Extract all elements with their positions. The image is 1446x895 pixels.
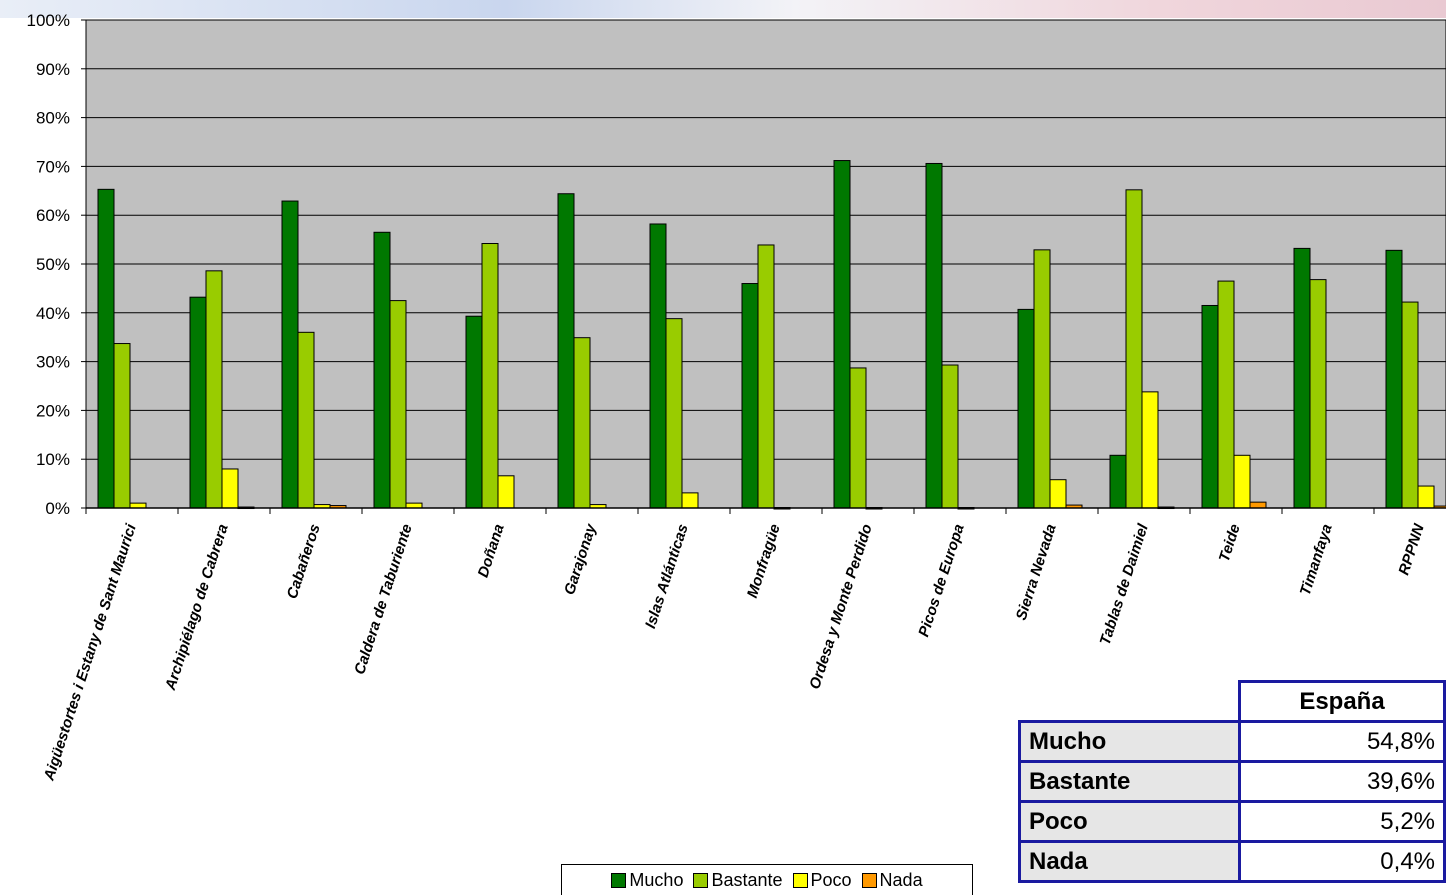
bar-bastante (481, 243, 499, 509)
bar-poco (1417, 485, 1435, 509)
legend-item-nada: Nada (861, 869, 923, 891)
bar-poco (1049, 479, 1067, 509)
category-label: Ordesa y Monte Perdido (806, 522, 875, 691)
bar-mucho (1293, 247, 1311, 509)
bar-mucho (189, 296, 207, 509)
bar-nada (1249, 501, 1267, 509)
bar-bastante (1217, 280, 1235, 509)
row-value: 54,8% (1238, 720, 1446, 763)
table-corner (1019, 681, 1240, 722)
row-label: Poco (1017, 800, 1242, 843)
y-tick-label: 70% (36, 157, 70, 176)
category-label: Monfragüe (744, 522, 784, 600)
bar-bastante (297, 331, 315, 509)
y-tick-label: 10% (36, 450, 70, 469)
legend-item-poco: Poco (792, 869, 852, 891)
row-label: Bastante (1017, 760, 1242, 803)
bar-mucho (1201, 304, 1219, 509)
y-tick-label: 40% (36, 304, 70, 323)
bar-bastante (205, 270, 223, 509)
category-label: Sierra Nevada (1013, 522, 1060, 622)
bar-mucho (741, 283, 759, 509)
y-tick-label: 90% (36, 60, 70, 79)
row-label: Nada (1017, 840, 1242, 883)
y-tick-label: 60% (36, 206, 70, 225)
y-tick-label: 80% (36, 109, 70, 128)
category-label: Cabañeros (284, 522, 324, 601)
bar-poco (1141, 391, 1159, 509)
bar-bastante (389, 300, 407, 509)
bar-bastante (1401, 301, 1419, 509)
legend-swatch-poco (792, 872, 808, 888)
legend-item-bastante: Bastante (693, 869, 783, 891)
bar-bastante (113, 343, 131, 509)
bar-bastante (849, 367, 867, 509)
category-label: RPPNN (1395, 521, 1428, 577)
category-label: Timanfaya (1297, 522, 1336, 598)
category-label: Tablas de Daimiel (1097, 521, 1152, 647)
y-tick-label: 20% (36, 401, 70, 420)
table-row: Mucho 54,8% (1017, 720, 1446, 763)
legend-label: Mucho (629, 869, 684, 890)
legend-swatch-bastante (693, 872, 709, 888)
bar-mucho (373, 231, 391, 509)
table-row: Bastante 39,6% (1017, 760, 1446, 803)
legend-label: Nada (879, 869, 923, 890)
legend-swatch-mucho (611, 872, 627, 888)
category-label: Garajonay (561, 521, 600, 597)
category-label: Archipiélago de Cabrera (162, 522, 232, 693)
chart-legend: Mucho Bastante Poco Nada (561, 864, 973, 895)
table-row: Nada 0,4% (1017, 840, 1446, 883)
row-value: 5,2% (1238, 800, 1446, 843)
row-value: 39,6% (1238, 760, 1446, 803)
bar-mucho (925, 162, 943, 509)
bar-mucho (1385, 249, 1403, 509)
y-tick-label: 30% (36, 353, 70, 372)
bar-mucho (97, 188, 115, 509)
bar-bastante (1125, 189, 1143, 509)
bar-mucho (281, 200, 299, 509)
bar-bastante (757, 244, 775, 509)
summary-table: España Mucho 54,8% Bastante 39,6% Poco 5… (1017, 680, 1446, 883)
bar-bastante (1033, 249, 1051, 509)
table-header-espana: España (1238, 680, 1446, 723)
bar-mucho (1017, 308, 1035, 509)
category-label: Aigüestortes i Estany de Sant Maurici (40, 521, 140, 783)
bar-bastante (665, 318, 683, 509)
category-label: Teide (1216, 522, 1244, 564)
x-axis (85, 507, 1446, 514)
legend-label: Bastante (711, 869, 783, 890)
category-label: Doñana (475, 522, 508, 580)
y-tick-label: 50% (36, 255, 70, 274)
bar-poco (497, 475, 515, 509)
bar-bastante (573, 337, 591, 509)
bar-mucho (649, 223, 667, 509)
y-axis: 0% 10% 20% 30% 40% 50% 60% 70% 80% 90% 100% (27, 11, 86, 518)
bar-mucho (1109, 454, 1127, 509)
category-label: Caldera de Taburiente (351, 522, 416, 677)
bars (97, 160, 1446, 510)
bar-bastante (1309, 279, 1327, 509)
bar-poco (221, 468, 239, 509)
category-label: Islas Atlánticas (642, 522, 692, 631)
bar-mucho (833, 160, 851, 509)
y-tick-label: 0% (45, 499, 70, 518)
row-label: Mucho (1017, 720, 1242, 763)
bar-bastante (941, 364, 959, 509)
row-value: 0,4% (1238, 840, 1446, 883)
legend-label: Poco (810, 869, 852, 890)
category-label: Picos de Europa (915, 522, 967, 639)
legend-item-mucho: Mucho (611, 870, 683, 891)
legend-swatch-nada (861, 872, 877, 888)
bar-mucho (465, 315, 483, 509)
bar-mucho (557, 193, 575, 509)
table-header-row: España (1019, 680, 1446, 723)
bar-poco (681, 492, 699, 509)
bar-poco (1233, 454, 1251, 509)
header-band (0, 0, 1446, 18)
table-row: Poco 5,2% (1017, 800, 1446, 843)
y-tick-label: 100% (27, 11, 70, 30)
